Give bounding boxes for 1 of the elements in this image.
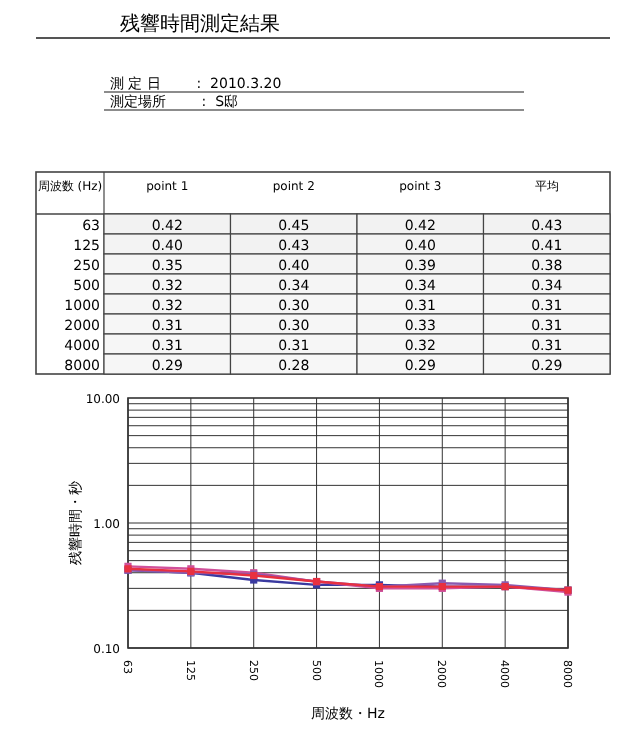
- chart-title: 残響時間測定結果: [120, 12, 280, 36]
